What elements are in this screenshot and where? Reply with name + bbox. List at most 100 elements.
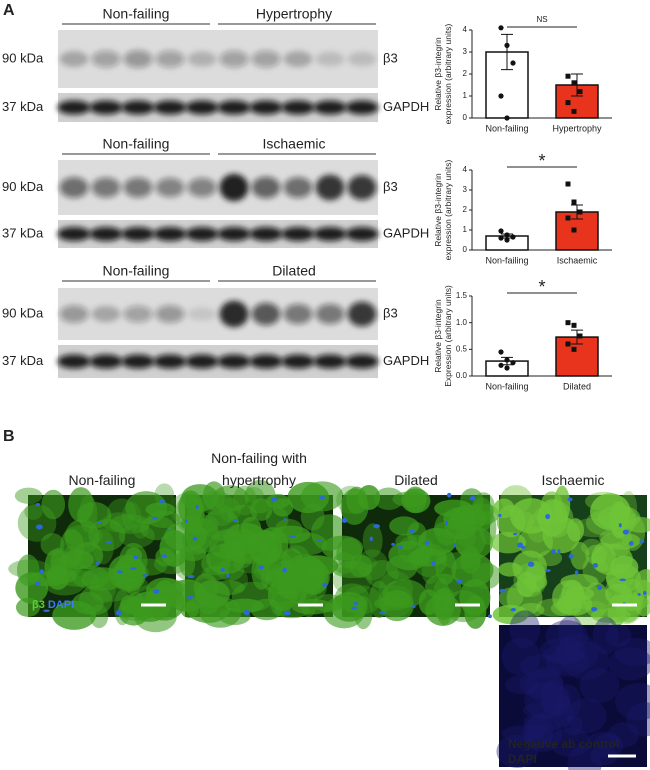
tissue: [539, 637, 586, 665]
tissue: [490, 531, 527, 554]
data-point: [577, 89, 583, 95]
nucleus: [498, 513, 502, 518]
band: [251, 176, 281, 199]
nucleus: [619, 578, 626, 582]
tissue: [52, 600, 97, 630]
band: [57, 354, 91, 369]
group-label: Non-failing: [103, 263, 170, 279]
tissue: [217, 528, 243, 552]
error-bar: [571, 329, 583, 345]
nucleus: [142, 574, 149, 577]
band: [89, 227, 123, 241]
data-point: [565, 215, 571, 221]
band: [121, 227, 155, 241]
band: [313, 227, 347, 241]
data-point: [504, 357, 510, 363]
tissue: [505, 675, 540, 695]
band: [217, 100, 251, 115]
image-label: Non-failing with hypertrophy: [211, 450, 307, 488]
data-point: [565, 100, 571, 106]
tissue: [213, 580, 245, 596]
tissue: [179, 550, 196, 577]
tissue: [293, 559, 331, 594]
tissue: [115, 576, 149, 593]
nucleus: [409, 529, 416, 533]
y-tick-label: 0.0: [456, 371, 468, 380]
image-label: Non-failing: [68, 472, 136, 488]
tissue: [274, 600, 310, 619]
tissue: [24, 503, 43, 520]
band: [185, 100, 219, 115]
band: [313, 354, 347, 369]
band: [187, 177, 217, 198]
band: [219, 300, 249, 328]
tissue: [523, 712, 565, 731]
group-label: Ischaemic: [262, 136, 325, 152]
nucleus: [469, 496, 476, 501]
tissue: [434, 512, 461, 546]
band: [123, 50, 153, 68]
data-point: [498, 349, 504, 355]
nucleus: [637, 592, 641, 596]
nucleus: [373, 524, 380, 529]
tissue: [336, 485, 365, 514]
tissue: [626, 702, 650, 737]
data-point: [504, 365, 510, 371]
tissue: [73, 541, 104, 570]
nucleus: [353, 601, 359, 606]
stain-label: β3 DAPI: [32, 599, 74, 611]
nucleus: [106, 540, 112, 544]
tissue: [365, 560, 399, 589]
nucleus: [412, 604, 416, 609]
band: [185, 354, 219, 369]
tissue: [525, 714, 554, 747]
data-point: [565, 341, 571, 347]
tissue: [181, 484, 219, 512]
tissue: [401, 488, 431, 514]
band: [91, 306, 121, 322]
band: [281, 227, 315, 241]
tissue: [620, 490, 638, 526]
error-bar: [571, 204, 583, 220]
significance: *: [538, 151, 545, 171]
kda-label: 37 kDa: [2, 99, 44, 114]
band: [153, 227, 187, 241]
band-label: GAPDH: [383, 99, 429, 114]
tissue: [610, 555, 639, 580]
tissue: [496, 734, 538, 768]
data-point: [504, 232, 510, 238]
tissue: [454, 526, 494, 560]
group-label: Dilated: [272, 263, 316, 279]
nucleus: [425, 540, 430, 546]
tissue: [585, 510, 622, 536]
y-tick-label: 1: [463, 225, 468, 234]
band: [347, 301, 377, 327]
tissue: [332, 552, 357, 574]
band: [219, 173, 249, 202]
tissue: [274, 518, 303, 541]
nucleus: [456, 579, 463, 584]
nucleus: [232, 518, 239, 522]
tissue: [550, 600, 582, 617]
tissue: [464, 595, 487, 629]
tissue: [260, 560, 300, 595]
negative-dapi: DAPI: [508, 752, 537, 766]
nucleus: [116, 570, 123, 574]
x-tick-label: Non-failing: [485, 123, 528, 133]
nucleus: [283, 518, 287, 521]
nucleus: [622, 529, 630, 535]
band: [185, 227, 219, 241]
nucleus: [39, 569, 45, 575]
band: [217, 227, 251, 241]
band: [251, 302, 281, 326]
nucleus: [398, 544, 403, 549]
nucleus: [430, 561, 437, 566]
data-point: [498, 93, 504, 99]
nucleus: [95, 561, 100, 565]
nucleus: [639, 540, 645, 543]
tissue: [570, 541, 590, 570]
data-point: [571, 199, 577, 205]
x-tick-label: Non-failing: [485, 381, 528, 391]
tissue: [545, 648, 590, 677]
